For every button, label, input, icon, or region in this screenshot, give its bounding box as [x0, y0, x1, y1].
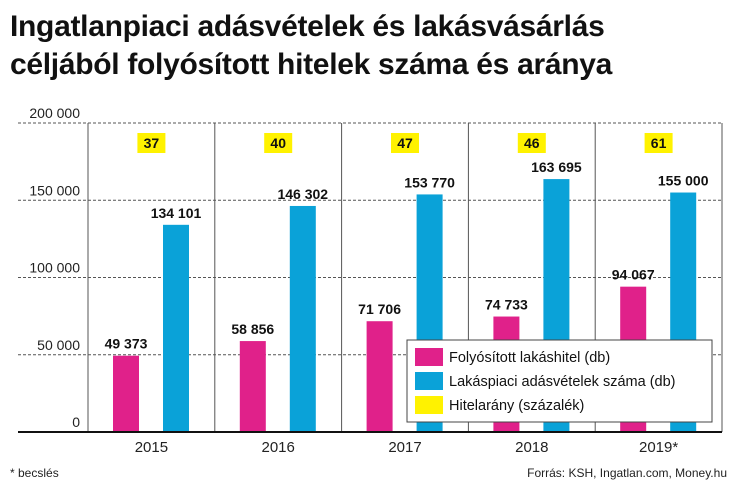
y-tick-label: 150 000 — [29, 182, 80, 198]
chart-title: Ingatlanpiaci adásvételek és lakásvásárl… — [10, 8, 730, 84]
legend-swatch — [415, 372, 443, 390]
ratio-badge — [137, 133, 166, 153]
sales-bar-value: 134 101 — [151, 205, 202, 221]
loan-bar — [366, 321, 393, 432]
ratio-badge — [644, 133, 673, 153]
loan-bar-value: 74 733 — [485, 297, 528, 313]
ratio-badge — [264, 133, 293, 153]
legend-box — [406, 339, 713, 423]
ratio-value: 46 — [524, 135, 540, 151]
sales-bar-value: 155 000 — [658, 173, 709, 189]
loan-bar — [113, 355, 139, 432]
footnote: * becslés — [10, 466, 59, 480]
title-line-2: céljából folyósított hitelek száma és ar… — [10, 48, 613, 81]
legend-label: Folyósított lakáshitel (db) — [449, 350, 610, 366]
sales-bar-value: 163 695 — [531, 159, 582, 175]
title-line-1: Ingatlanpiaci adásvételek és lakásvásárl… — [10, 10, 605, 43]
y-tick-label: 50 000 — [37, 337, 80, 353]
legend-label: Lakáspiaci adásvételek száma (db) — [449, 374, 675, 390]
ratio-value: 61 — [651, 135, 667, 151]
legend-swatch — [415, 396, 443, 414]
sales-bar — [163, 224, 189, 432]
legend-label: Hitelarány (százalék) — [449, 398, 584, 414]
loan-bar-value: 94 067 — [612, 267, 655, 283]
ratio-badge — [517, 133, 546, 153]
y-tick-label: 0 — [72, 414, 80, 430]
loan-bar-value: 71 706 — [358, 301, 401, 317]
x-tick-label: 2015 — [135, 439, 168, 456]
loan-bar — [239, 341, 266, 432]
ratio-value: 47 — [397, 135, 413, 151]
x-tick-label: 2018 — [515, 439, 548, 456]
y-tick-label: 200 000 — [29, 105, 80, 121]
x-tick-label: 2016 — [262, 439, 295, 456]
x-tick-label: 2019* — [639, 439, 678, 456]
x-tick-label: 2017 — [388, 439, 421, 456]
sales-bar-value: 146 302 — [277, 186, 328, 202]
legend-swatch — [415, 348, 443, 366]
ratio-value: 37 — [144, 135, 160, 151]
ratio-badge — [391, 133, 419, 153]
loan-bar-value: 49 373 — [105, 336, 148, 352]
ratio-value: 40 — [270, 135, 286, 151]
y-tick-label: 100 000 — [29, 260, 80, 276]
source-note: Forrás: KSH, Ingatlan.com, Money.hu — [527, 466, 727, 480]
sales-bar-value: 153 770 — [404, 174, 455, 190]
loan-bar-value: 58 856 — [231, 321, 274, 337]
sales-bar — [289, 205, 316, 432]
